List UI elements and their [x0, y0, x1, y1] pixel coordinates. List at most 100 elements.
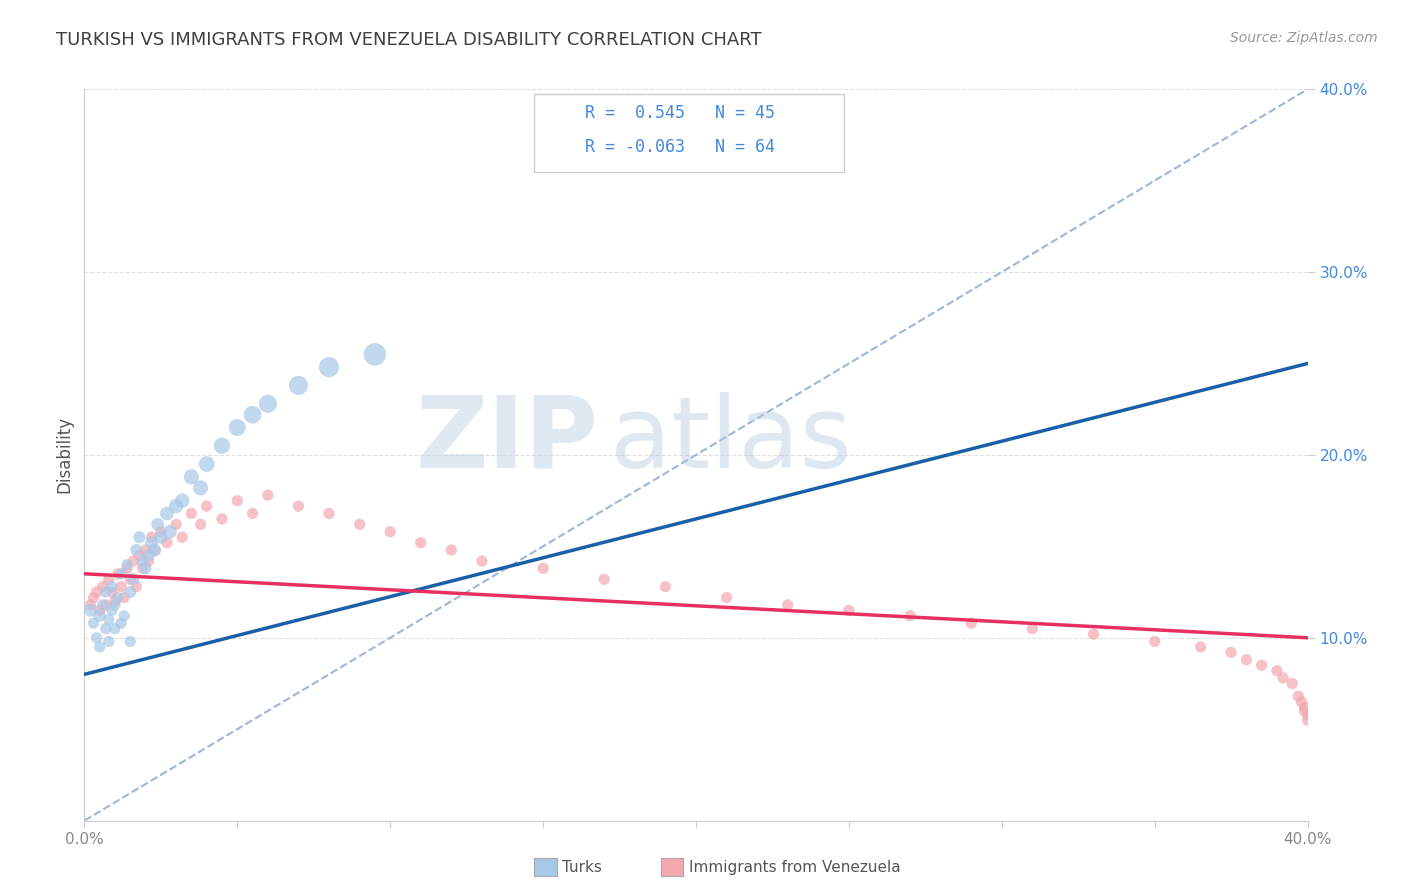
Point — [143, 543, 166, 558]
Point — [180, 507, 202, 521]
Point — [94, 622, 117, 636]
Point — [287, 378, 309, 392]
Point — [156, 507, 179, 521]
Point — [128, 549, 150, 563]
Point — [593, 572, 616, 586]
Point — [960, 616, 983, 631]
Point — [120, 634, 142, 648]
Point — [112, 591, 135, 605]
Point — [1291, 695, 1313, 709]
Point — [1286, 690, 1309, 704]
Point — [101, 580, 124, 594]
Point — [131, 554, 153, 568]
Point — [1021, 622, 1043, 636]
Point — [165, 499, 187, 513]
Point — [1294, 704, 1316, 718]
Point — [128, 530, 150, 544]
Point — [91, 598, 114, 612]
Point — [138, 549, 160, 563]
Point — [195, 457, 218, 471]
Point — [318, 507, 340, 521]
Point — [120, 572, 142, 586]
Point — [1272, 671, 1295, 685]
Point — [97, 572, 120, 586]
Point — [776, 598, 799, 612]
Point — [531, 561, 554, 575]
Text: Immigrants from Venezuela: Immigrants from Venezuela — [689, 860, 901, 874]
Point — [122, 572, 145, 586]
Point — [83, 591, 105, 605]
Point — [112, 608, 135, 623]
Point — [79, 603, 101, 617]
Point — [146, 517, 169, 532]
Point — [172, 530, 194, 544]
Point — [242, 507, 264, 521]
Point — [156, 535, 179, 549]
Point — [1236, 653, 1258, 667]
Point — [1220, 645, 1243, 659]
Text: Source: ZipAtlas.com: Source: ZipAtlas.com — [1230, 31, 1378, 45]
Point — [226, 493, 249, 508]
Point — [138, 554, 160, 568]
Point — [83, 616, 105, 631]
Point — [257, 488, 280, 502]
Point — [120, 585, 142, 599]
Point — [190, 517, 212, 532]
Point — [94, 598, 117, 612]
Point — [180, 470, 202, 484]
Text: TURKISH VS IMMIGRANTS FROM VENEZUELA DISABILITY CORRELATION CHART: TURKISH VS IMMIGRANTS FROM VENEZUELA DIS… — [56, 31, 762, 49]
Point — [135, 561, 157, 575]
Text: R = -0.063   N = 64: R = -0.063 N = 64 — [585, 138, 775, 156]
Point — [135, 543, 157, 558]
Point — [257, 397, 280, 411]
Point — [107, 591, 129, 605]
Point — [86, 631, 108, 645]
Point — [141, 535, 163, 549]
Point — [91, 580, 114, 594]
Point — [1296, 713, 1319, 727]
Point — [1294, 700, 1316, 714]
Point — [149, 530, 172, 544]
Point — [838, 603, 860, 617]
Point — [1083, 627, 1105, 641]
Point — [471, 554, 494, 568]
Point — [898, 608, 921, 623]
Text: atlas: atlas — [610, 392, 852, 489]
Point — [242, 408, 264, 422]
Point — [115, 558, 138, 572]
Point — [165, 517, 187, 532]
Point — [131, 561, 153, 575]
Point — [349, 517, 371, 532]
Point — [1265, 664, 1288, 678]
Point — [190, 481, 212, 495]
Point — [409, 535, 432, 549]
Point — [654, 580, 676, 594]
Point — [195, 499, 218, 513]
Point — [141, 530, 163, 544]
Point — [101, 585, 124, 599]
Point — [172, 493, 194, 508]
Point — [211, 439, 233, 453]
Point — [716, 591, 738, 605]
Point — [94, 585, 117, 599]
Point — [86, 585, 108, 599]
Point — [101, 603, 124, 617]
Point — [364, 347, 387, 361]
Point — [104, 598, 127, 612]
Point — [287, 499, 309, 513]
Point — [122, 554, 145, 568]
Point — [97, 613, 120, 627]
Y-axis label: Disability: Disability — [55, 417, 73, 493]
Point — [115, 561, 138, 575]
Point — [89, 603, 111, 617]
Point — [226, 420, 249, 434]
Point — [89, 608, 111, 623]
Point — [1143, 634, 1166, 648]
Point — [89, 640, 111, 654]
Text: ZIP: ZIP — [415, 392, 598, 489]
Point — [440, 543, 463, 558]
Point — [110, 616, 132, 631]
Text: Turks: Turks — [562, 860, 602, 874]
Point — [104, 622, 127, 636]
Point — [97, 634, 120, 648]
